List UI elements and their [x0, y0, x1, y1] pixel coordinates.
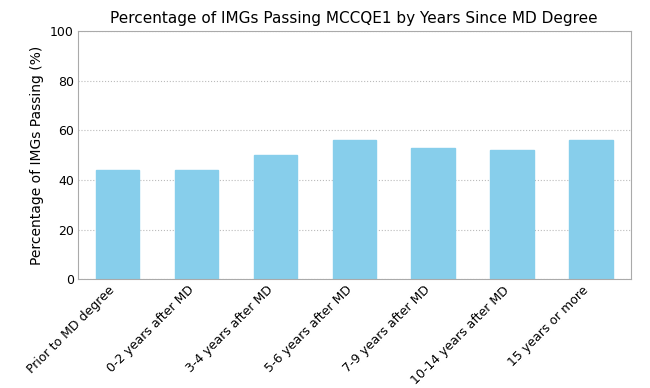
Bar [490, 150, 534, 279]
Bar [254, 155, 297, 279]
Bar [569, 140, 613, 279]
Bar [333, 140, 376, 279]
Bar [96, 170, 139, 279]
Bar [411, 148, 455, 279]
Y-axis label: Percentage of IMGs Passing (%): Percentage of IMGs Passing (%) [31, 45, 44, 265]
Title: Percentage of IMGs Passing MCCQE1 by Years Since MD Degree: Percentage of IMGs Passing MCCQE1 by Yea… [111, 11, 598, 26]
Bar [175, 170, 218, 279]
